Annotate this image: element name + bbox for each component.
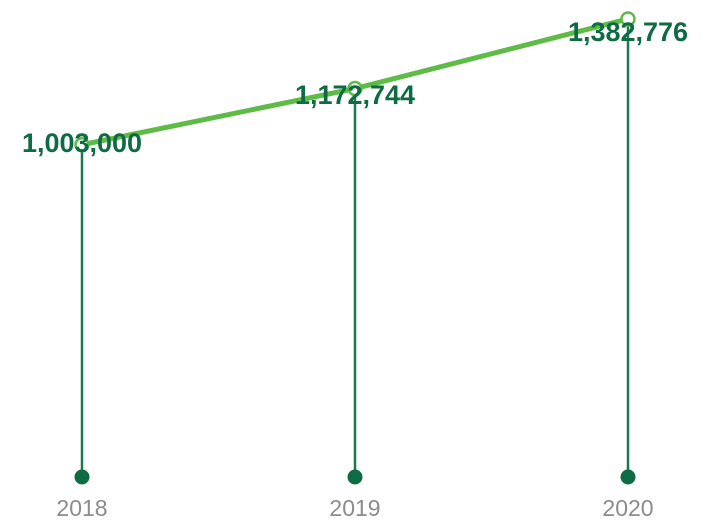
point-markers (74, 11, 636, 153)
data-label-2018: 1,003,000 (22, 128, 142, 158)
base-dot-2020 (620, 469, 636, 485)
point-marker-2018 (74, 137, 90, 153)
point-marker-2020 (620, 11, 636, 27)
data-label-2019: 1,172,744 (295, 80, 415, 110)
base-dot-2018 (74, 469, 90, 485)
data-labels: 1,003,000 1,172,744 1,382,776 (22, 17, 688, 158)
x-tick-label-2019: 2019 (329, 495, 380, 521)
x-tick-label-2020: 2020 (602, 495, 653, 521)
point-marker-2019 (347, 80, 363, 97)
data-label-2020: 1,382,776 (568, 17, 688, 47)
x-tick-label-2018: 2018 (56, 495, 107, 521)
stem-lines (80, 18, 630, 477)
base-dot-2019 (347, 469, 363, 485)
base-dots (74, 469, 636, 485)
x-tick-labels: 2018 2019 2020 (56, 495, 653, 521)
